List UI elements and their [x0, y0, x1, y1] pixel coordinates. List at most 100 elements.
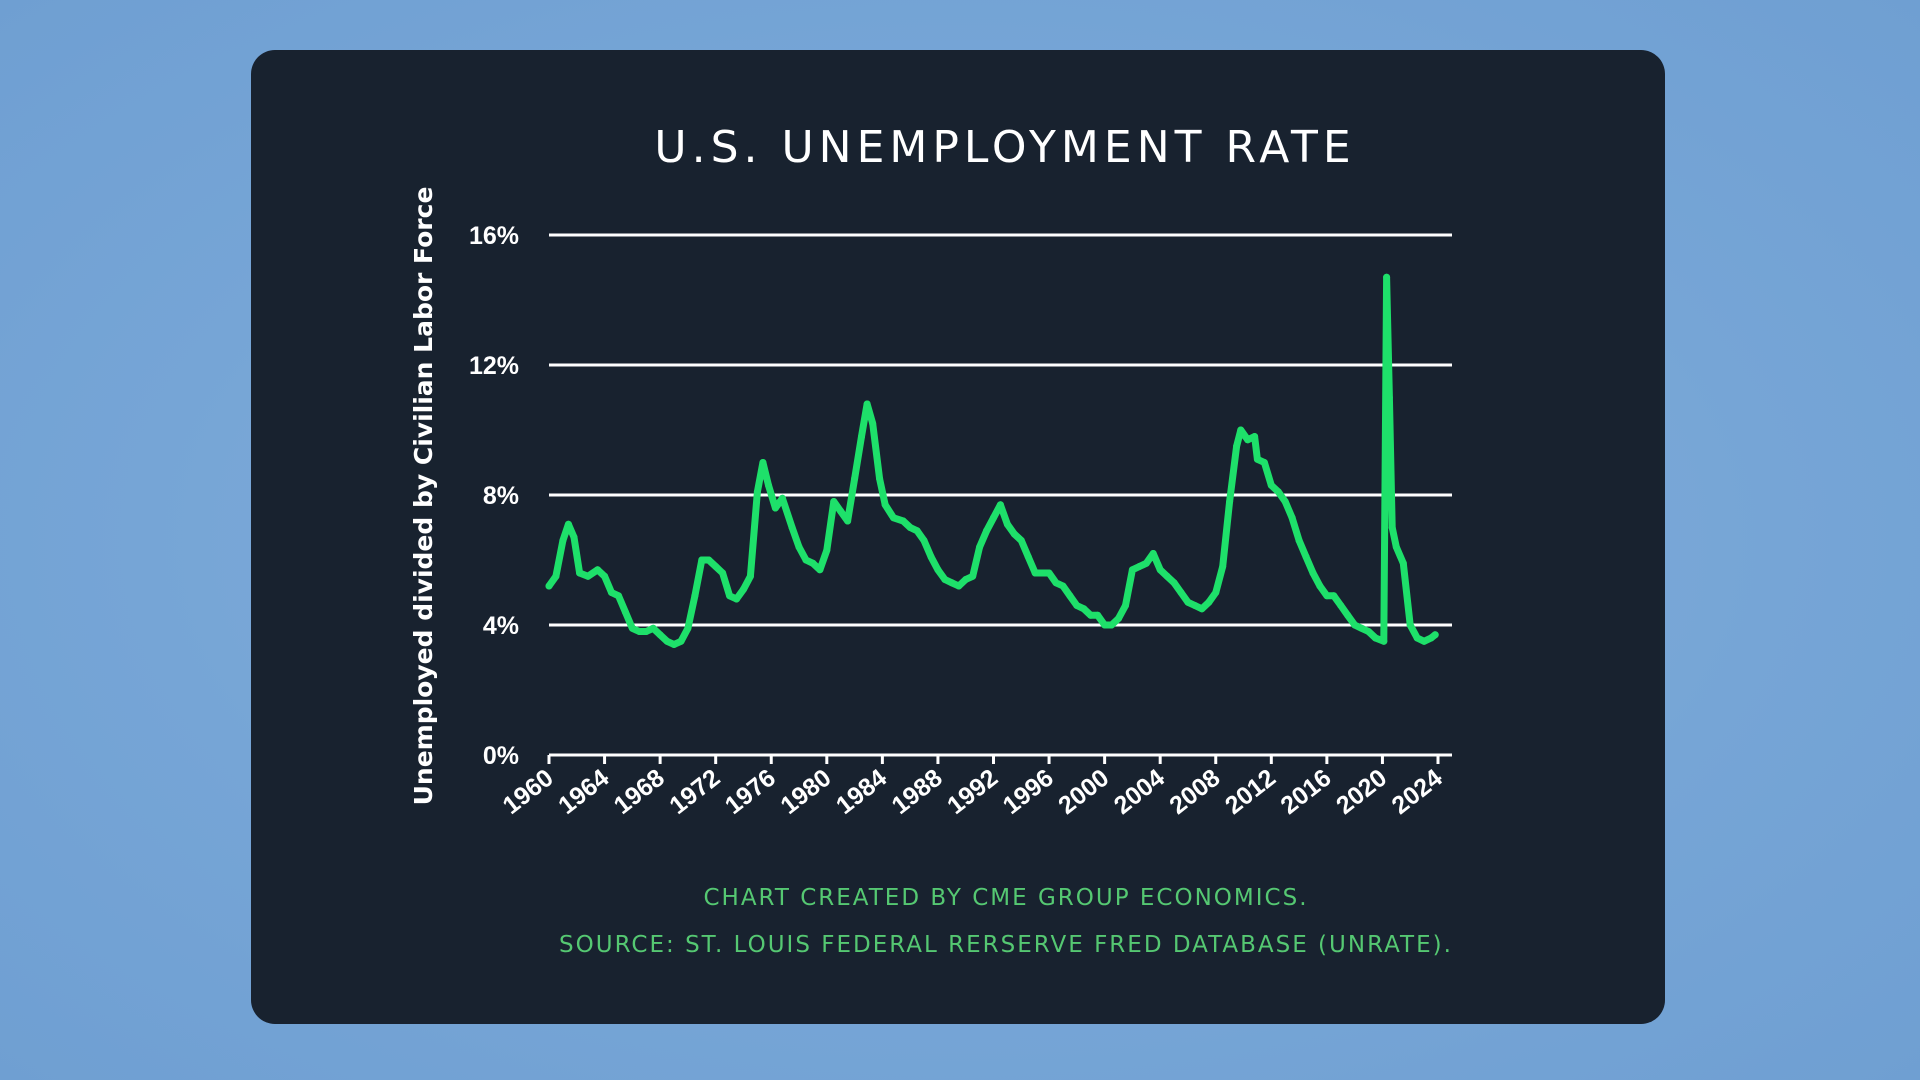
data-point: [955, 582, 963, 590]
data-point: [576, 569, 584, 577]
data-point: [1066, 592, 1074, 600]
data-point: [802, 556, 810, 564]
data-point: [1191, 602, 1199, 609]
footer-source: SOURCE: ST. LOUIS FEDERAL RERSERVE FRED …: [559, 932, 1453, 958]
data-point: [649, 624, 657, 632]
y-tick-label: 12%: [469, 352, 519, 380]
data-point: [1149, 550, 1157, 557]
data-point: [753, 488, 761, 496]
data-point: [552, 572, 560, 580]
x-tick-label: 1960: [498, 764, 559, 820]
data-point: [1052, 579, 1060, 587]
footer-credit: CHART CREATED BY CME GROUP ECONOMICS.: [703, 885, 1308, 911]
data-point: [614, 592, 622, 600]
data-point: [876, 475, 884, 483]
x-tick-label: 1964: [553, 764, 614, 820]
data-point: [788, 524, 796, 531]
data-point: [837, 507, 845, 515]
data-point: [1115, 615, 1123, 622]
data-point: [927, 553, 935, 561]
data-point: [1170, 579, 1178, 587]
data-point: [1295, 537, 1303, 544]
data-point: [1388, 524, 1396, 531]
data-point: [1383, 273, 1391, 281]
data-point: [1142, 559, 1150, 567]
data-point: [1128, 566, 1136, 574]
data-point: [1219, 563, 1227, 570]
data-point: [1420, 637, 1428, 645]
data-point: [746, 572, 754, 580]
data-point: [844, 517, 852, 525]
data-point: [1302, 553, 1310, 561]
data-point: [656, 631, 664, 639]
data-point: [1205, 598, 1213, 606]
data-point: [1358, 624, 1366, 632]
data-point: [684, 624, 692, 632]
data-point: [881, 501, 889, 509]
x-tick-label: 1968: [609, 764, 670, 820]
data-point: [809, 559, 817, 567]
data-point: [863, 400, 871, 408]
y-tick-label: 8%: [483, 482, 519, 510]
data-point: [1371, 634, 1379, 642]
x-tick-label: 1988: [887, 764, 948, 820]
x-tick-label: 2008: [1164, 764, 1225, 820]
data-point: [670, 641, 678, 648]
data-point: [608, 589, 616, 596]
data-point: [719, 569, 727, 577]
data-point: [663, 637, 671, 645]
data-point: [969, 572, 977, 580]
x-tick-label: 2012: [1220, 764, 1281, 820]
data-point: [1059, 582, 1067, 590]
data-point: [996, 501, 1004, 509]
data-point: [1380, 637, 1388, 645]
data-point: [1344, 611, 1352, 619]
data-point: [899, 517, 907, 525]
x-tick-label: 1976: [720, 764, 781, 820]
data-point: [1399, 559, 1407, 567]
data-point: [858, 433, 866, 440]
chart-card: [251, 50, 1665, 1024]
data-point: [601, 572, 609, 580]
data-point: [1337, 602, 1345, 609]
data-point: [545, 582, 553, 590]
data-point: [920, 537, 928, 544]
data-point: [1267, 481, 1275, 489]
y-tick-label: 4%: [483, 612, 519, 640]
data-point: [1281, 498, 1289, 505]
data-point: [1024, 553, 1032, 561]
data-point: [705, 556, 713, 564]
data-point: [739, 585, 747, 593]
x-tick-label: 2004: [1109, 764, 1170, 820]
data-point: [1288, 514, 1296, 522]
unemployment-rate-line: [545, 273, 1439, 648]
data-point: [1198, 605, 1206, 613]
x-tick-label: 2024: [1387, 764, 1448, 820]
x-tick-label: 2016: [1275, 764, 1336, 820]
data-point: [771, 504, 779, 512]
data-point: [1177, 589, 1185, 596]
data-point: [1038, 569, 1046, 577]
data-point: [1406, 621, 1414, 629]
data-point: [983, 527, 991, 535]
data-point: [1003, 520, 1011, 528]
data-point: [913, 527, 921, 535]
data-point: [1212, 589, 1220, 596]
data-point: [1108, 621, 1116, 629]
data-point: [698, 556, 706, 564]
x-tick-label: 1972: [664, 764, 725, 820]
data-point: [889, 514, 897, 522]
data-point: [851, 475, 859, 483]
data-point: [642, 628, 650, 635]
x-tick-label: 1980: [775, 764, 836, 820]
data-point: [691, 592, 699, 600]
data-point: [621, 608, 629, 616]
x-tick-label: 1992: [942, 764, 1003, 820]
y-tick-label: 16%: [469, 222, 519, 250]
data-point: [830, 498, 838, 505]
data-point: [628, 624, 636, 632]
data-point: [1087, 611, 1095, 619]
data-point: [1226, 498, 1234, 505]
data-point: [948, 579, 956, 587]
